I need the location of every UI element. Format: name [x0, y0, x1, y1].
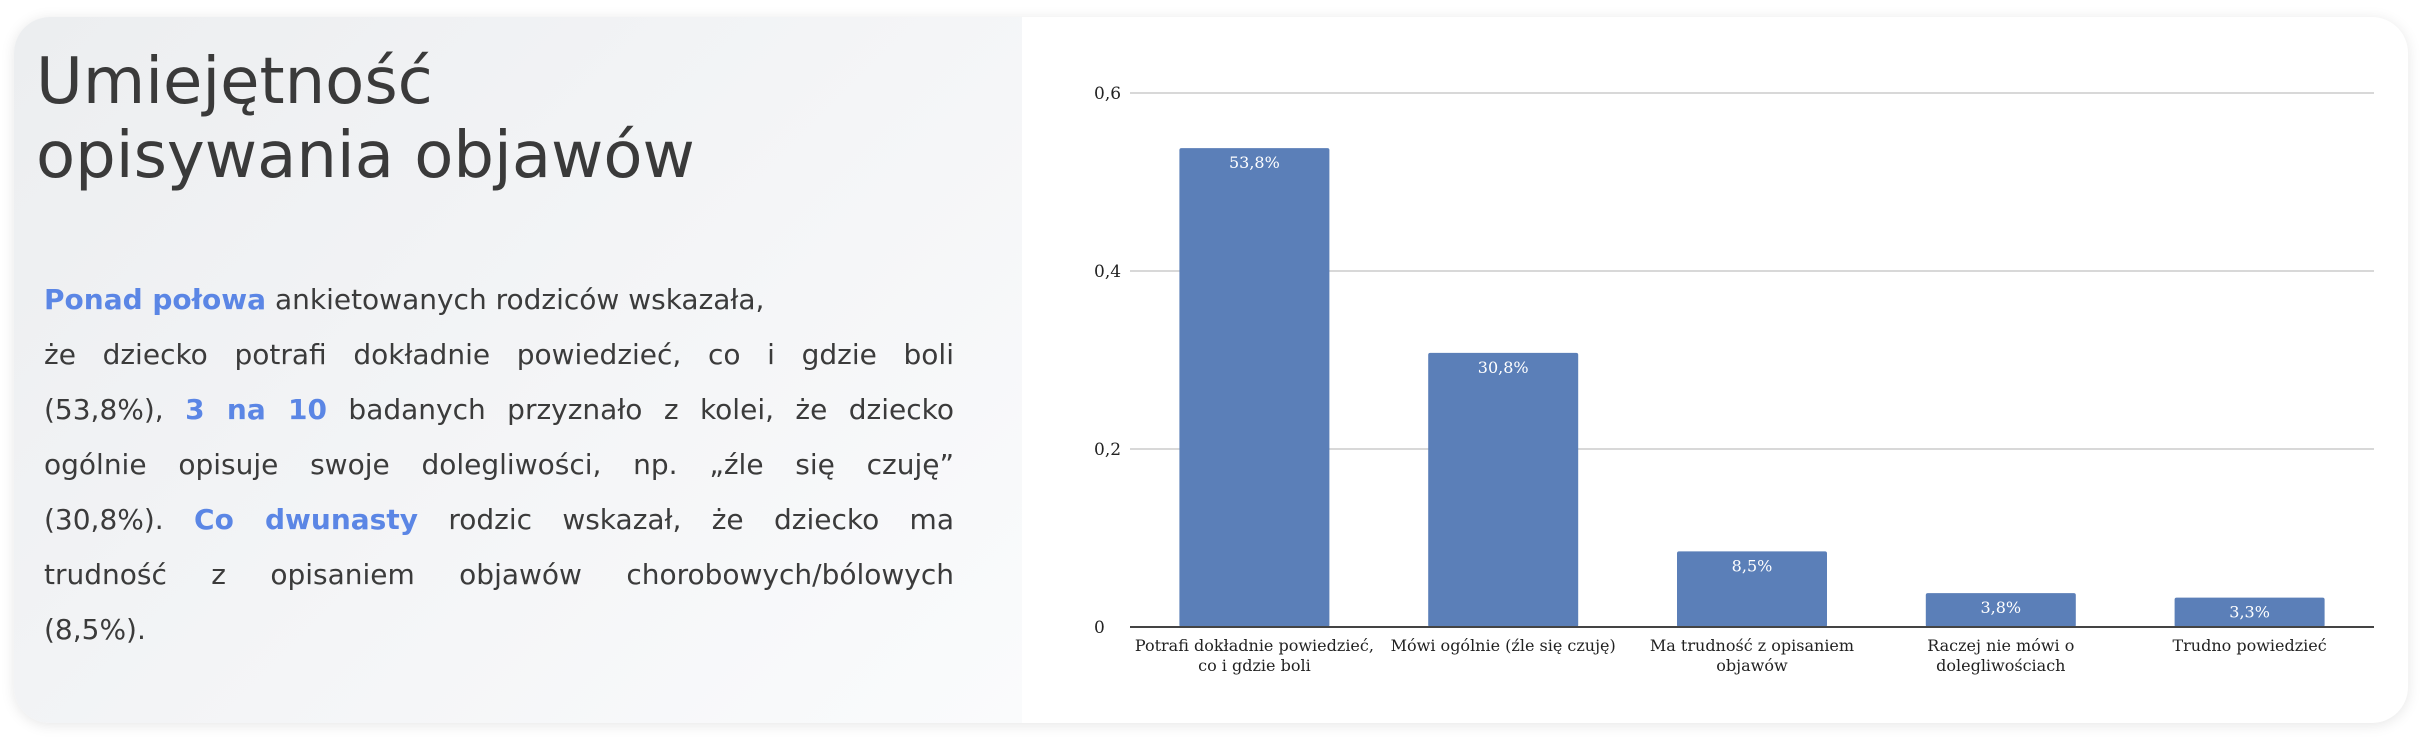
description-text: ankietowanych rodziców wskazała, — [266, 283, 765, 316]
x-tick-label: Ma trudność z opisaniem — [1650, 636, 1854, 655]
bar — [1925, 593, 2076, 627]
data-label: 8,5% — [1732, 556, 1773, 575]
description-line: że dziecko potrafi dokładnie powiedzieć,… — [44, 338, 954, 371]
description-line: (30,8%). Co dwunasty rodzic wskazał, że … — [44, 492, 954, 547]
x-tick-label: Trudno powiedzieć — [2172, 636, 2326, 655]
data-label: 53,8% — [1229, 153, 1280, 172]
y-tick-label: 0,6 — [1094, 84, 1121, 104]
description-text: (30,8%). — [44, 503, 195, 536]
content-card: Umiejętność opisywania objawów Ponad poł… — [14, 17, 2408, 723]
highlight-text: Co dwunasty — [194, 503, 418, 536]
y-tick-label: 0 — [1094, 618, 1105, 638]
x-tick-label: Mówi ogólnie (źle się czuję) — [1391, 636, 1616, 655]
highlight-text: 3 na 10 — [185, 393, 327, 426]
chart-panel: 0 0,2 0,4 0,6 53,8% Potrafi dokładnie powiedz… — [1022, 17, 2408, 723]
bar — [1179, 148, 1330, 627]
y-tick-label: 0,2 — [1094, 440, 1121, 460]
bar-chart: 0 0,2 0,4 0,6 53,8% Potrafi dokładnie powiedz… — [1094, 84, 2374, 675]
description-line: (8,5%). — [44, 613, 146, 646]
description-line: trudność z opisaniem objawów chorobowych… — [44, 558, 954, 591]
x-tick-label: dolegliwościach — [1936, 656, 2065, 675]
bar — [1677, 551, 1827, 627]
title-line-2: opisywania objawów — [36, 119, 695, 193]
highlight-text: Ponad połowa — [44, 283, 267, 316]
x-tick-label: Potrafi dokładnie powiedzieć, — [1135, 636, 1374, 655]
description-line: Ponad połowa ankietowanych rodziców wska… — [44, 272, 954, 327]
x-tick-label: co i gdzie boli — [1198, 656, 1311, 675]
y-tick-label: 0,4 — [1094, 262, 1121, 282]
description-paragraph: Ponad połowa ankietowanych rodziców wska… — [44, 272, 954, 657]
description-line: (53,8%), 3 na 10 badanych przyznało z ko… — [44, 382, 954, 437]
data-label: 3,8% — [1980, 598, 2021, 617]
page-title: Umiejętność opisywania objawów — [36, 45, 695, 193]
data-label: 30,8% — [1478, 358, 1529, 377]
text-panel: Umiejętność opisywania objawów Ponad poł… — [14, 17, 1022, 723]
x-tick-label: Raczej nie mówi o — [1927, 636, 2074, 655]
x-tick-label: objawów — [1716, 656, 1788, 675]
description-line: ogólnie opisuje swoje dolegliwości, np. … — [44, 448, 954, 481]
data-label: 3,3% — [2229, 603, 2270, 622]
bar — [1428, 352, 1579, 627]
bar — [2174, 597, 2325, 627]
description-text: (53,8%), — [44, 393, 186, 426]
title-line-1: Umiejętność — [36, 45, 433, 119]
description-text: badanych przyznało z kolei, że dziecko — [326, 393, 954, 426]
description-text: rodzic wskazał, że dziecko ma — [417, 503, 954, 536]
